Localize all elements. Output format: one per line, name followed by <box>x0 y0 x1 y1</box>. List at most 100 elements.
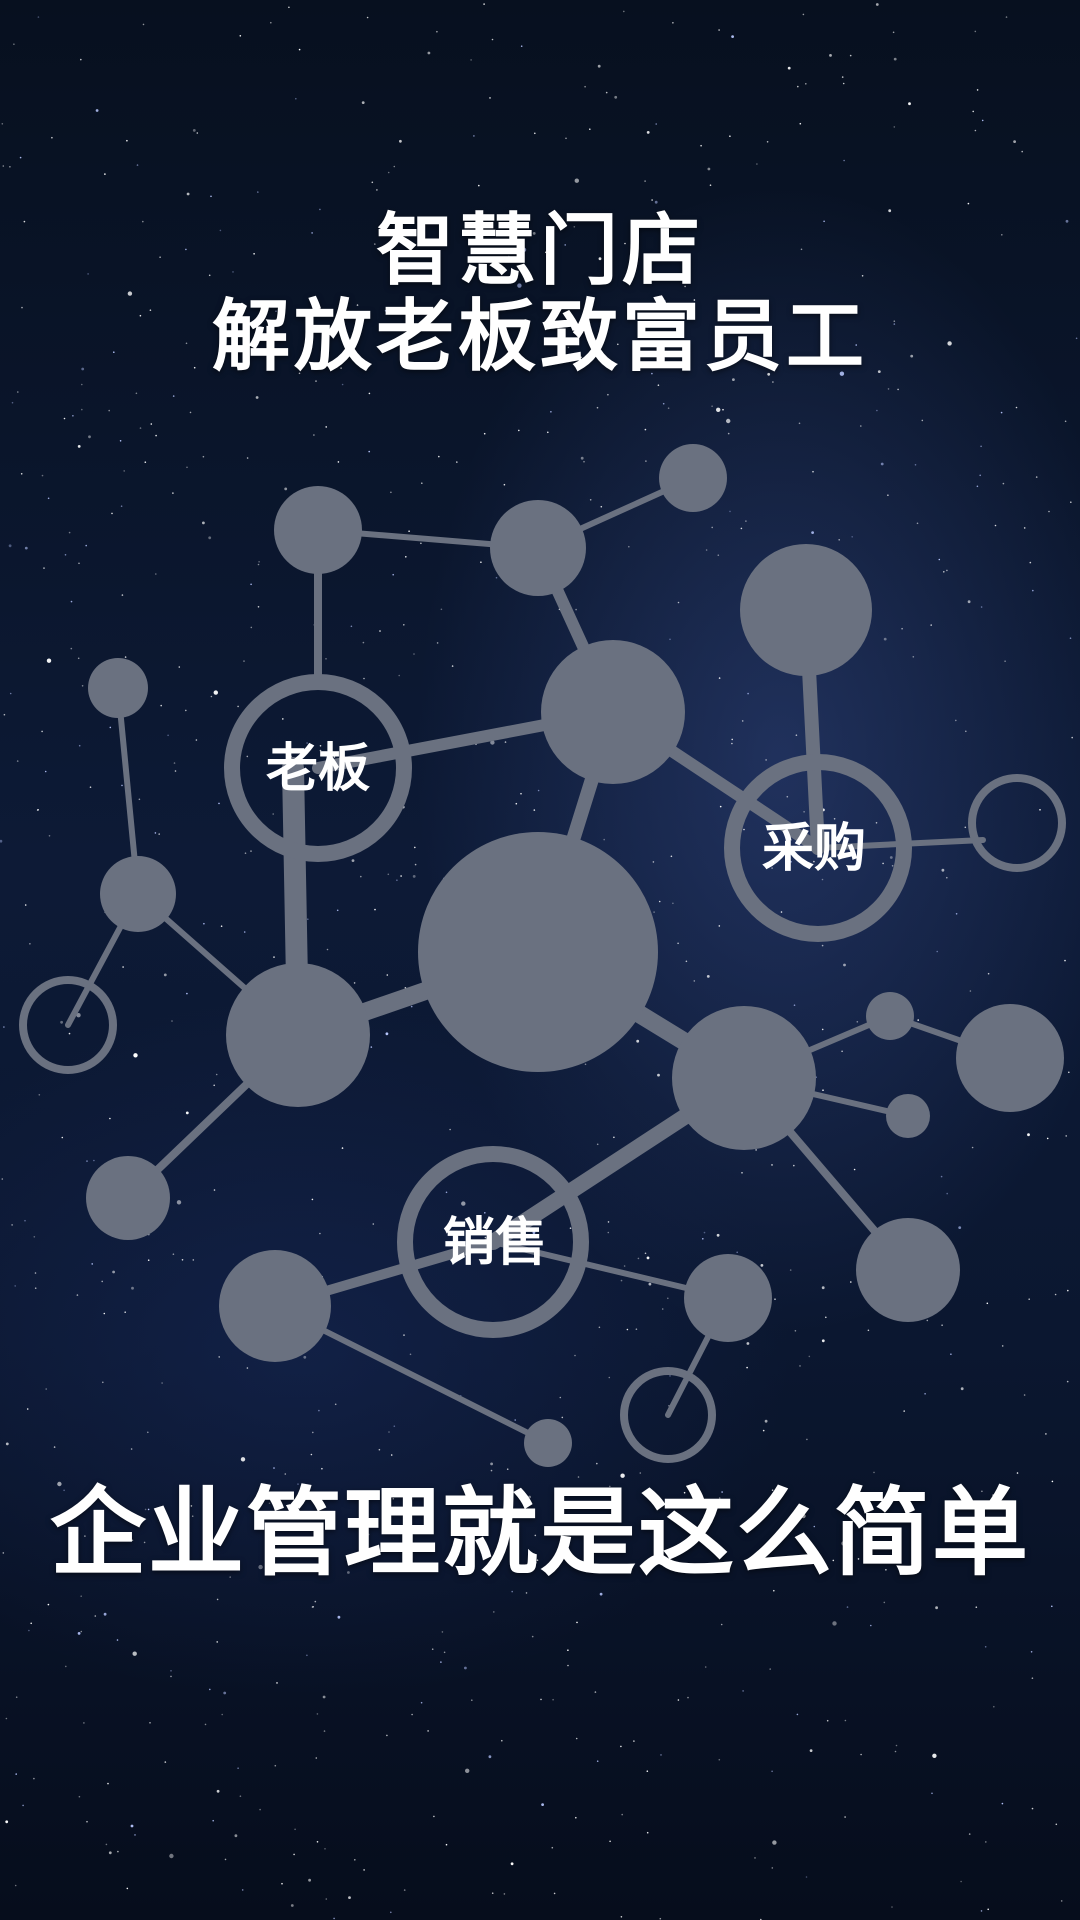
star <box>414 863 417 866</box>
star <box>443 1651 446 1654</box>
star <box>386 1734 388 1737</box>
star <box>517 359 519 361</box>
star <box>57 1481 62 1487</box>
star <box>243 660 245 662</box>
star <box>255 396 259 399</box>
star <box>651 199 653 201</box>
star <box>586 1555 588 1557</box>
star <box>842 82 845 85</box>
star <box>685 240 687 243</box>
star <box>202 455 205 458</box>
star <box>803 811 805 813</box>
star <box>660 1754 662 1756</box>
star <box>139 314 142 317</box>
star <box>176 1200 182 1205</box>
star <box>38 1094 41 1096</box>
star <box>821 944 824 947</box>
star <box>172 395 175 397</box>
star <box>81 383 83 386</box>
star <box>731 35 734 38</box>
star <box>393 165 396 168</box>
star <box>503 483 506 486</box>
star <box>24 546 28 550</box>
star <box>392 573 395 576</box>
star <box>1046 1137 1049 1140</box>
star <box>284 1473 287 1475</box>
star <box>345 783 347 785</box>
star <box>117 1850 119 1853</box>
star <box>172 492 174 494</box>
star <box>48 835 51 837</box>
star <box>914 464 917 466</box>
star <box>192 129 196 132</box>
star <box>846 1606 849 1608</box>
star <box>841 1050 843 1053</box>
star <box>1027 1133 1030 1137</box>
star <box>1075 337 1078 340</box>
star <box>799 1365 801 1367</box>
star <box>185 709 187 712</box>
star <box>798 422 801 425</box>
star <box>1071 736 1073 739</box>
star <box>480 561 482 563</box>
star <box>626 1328 629 1331</box>
star <box>589 128 591 130</box>
star <box>310 1453 313 1456</box>
title-line-2: 解放老板致富员工 <box>211 291 868 382</box>
star <box>1000 411 1003 414</box>
hub-node <box>418 832 658 1072</box>
star <box>87 273 89 275</box>
star <box>941 868 945 872</box>
star <box>767 372 771 376</box>
star <box>853 1168 856 1171</box>
star <box>564 244 566 246</box>
star <box>409 1353 412 1356</box>
star <box>645 460 647 462</box>
star <box>860 425 862 427</box>
star <box>709 184 712 186</box>
star <box>891 865 894 867</box>
star <box>984 1646 987 1648</box>
star <box>83 1722 85 1724</box>
star <box>159 256 161 259</box>
star <box>308 1878 311 1882</box>
star <box>241 1889 244 1891</box>
star <box>769 1668 771 1670</box>
star <box>796 1713 799 1716</box>
star <box>306 1654 308 1657</box>
star <box>387 873 390 876</box>
star <box>654 200 658 204</box>
star <box>813 1525 816 1528</box>
star <box>91 1263 93 1265</box>
star <box>599 1592 603 1596</box>
star <box>390 1911 392 1914</box>
star <box>275 310 277 313</box>
star <box>405 556 407 558</box>
star <box>216 1598 219 1601</box>
star <box>147 1431 149 1434</box>
star <box>976 89 979 91</box>
star <box>711 526 713 529</box>
star <box>483 3 485 5</box>
star <box>400 875 402 877</box>
star <box>894 1750 897 1753</box>
star <box>471 1699 473 1701</box>
star <box>78 1795 81 1798</box>
star <box>284 487 288 491</box>
star <box>1 123 4 125</box>
star <box>427 1730 429 1732</box>
star <box>677 942 679 945</box>
star <box>652 861 655 863</box>
star <box>843 963 846 967</box>
star <box>223 1691 227 1695</box>
star <box>584 85 586 88</box>
star <box>2 1552 5 1554</box>
star <box>921 419 924 422</box>
star <box>41 474 44 477</box>
star <box>190 1505 193 1507</box>
star <box>396 879 398 881</box>
star <box>980 606 983 608</box>
star <box>368 392 371 395</box>
star <box>399 139 402 143</box>
star <box>246 755 249 758</box>
